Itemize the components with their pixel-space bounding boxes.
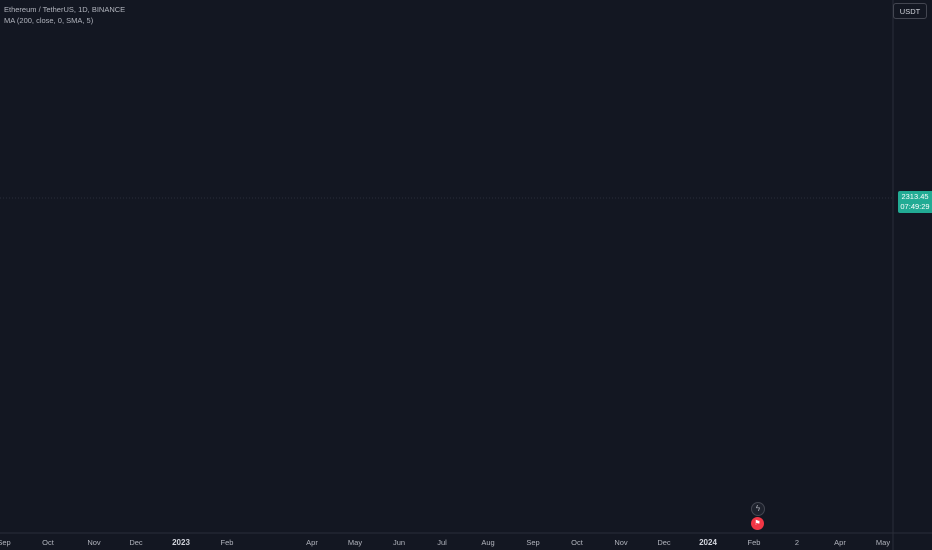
time-tick-label: Feb xyxy=(221,538,234,547)
time-tick-label: Oct xyxy=(42,538,55,547)
currency-button[interactable]: USDT xyxy=(893,3,927,19)
time-tick-label: Dec xyxy=(657,538,671,547)
time-tick-label: Aug xyxy=(481,538,494,547)
time-tick-label: Nov xyxy=(614,538,628,547)
symbol-title[interactable]: Ethereum / TetherUS, 1D, BINANCE xyxy=(4,5,126,14)
flag-icon[interactable]: ⚑ xyxy=(751,517,764,530)
time-tick-label: Sep xyxy=(526,538,539,547)
time-tick-label: Nov xyxy=(87,538,101,547)
time-tick-label: Jul xyxy=(437,538,447,547)
time-tick-label: 2024 xyxy=(699,538,717,547)
time-tick-label: Sep xyxy=(0,538,11,547)
time-tick-label: May xyxy=(348,538,362,547)
time-axis[interactable]: Sep Oct Nov Dec 2023 Feb Apr May Jun Jul Aug Sep Oct… xyxy=(0,538,890,547)
time-tick-label: Oct xyxy=(571,538,584,547)
chart-legend: Ethereum / TetherUS, 1D, BINANCE MA (200… xyxy=(4,4,125,26)
time-tick-label: Jun xyxy=(393,538,405,547)
time-tick-label: Apr xyxy=(834,538,846,547)
time-tick-label: May xyxy=(876,538,890,547)
time-tick-label: Apr xyxy=(306,538,318,547)
time-tick-label: 2023 xyxy=(172,538,190,547)
last-price-value: 2313.45 xyxy=(901,192,929,201)
bar-countdown: 07:49:29 xyxy=(900,202,930,211)
lightning-icon[interactable]: ϟ xyxy=(751,502,765,516)
time-tick-label: Feb xyxy=(748,538,761,547)
last-price-tag: 2313.45 07:49:29 xyxy=(898,191,932,213)
indicator-title[interactable]: MA (200, close, 0, SMA, 5) xyxy=(4,16,94,25)
time-tick-label: Dec xyxy=(129,538,143,547)
time-tick-label: 2 xyxy=(795,538,799,547)
